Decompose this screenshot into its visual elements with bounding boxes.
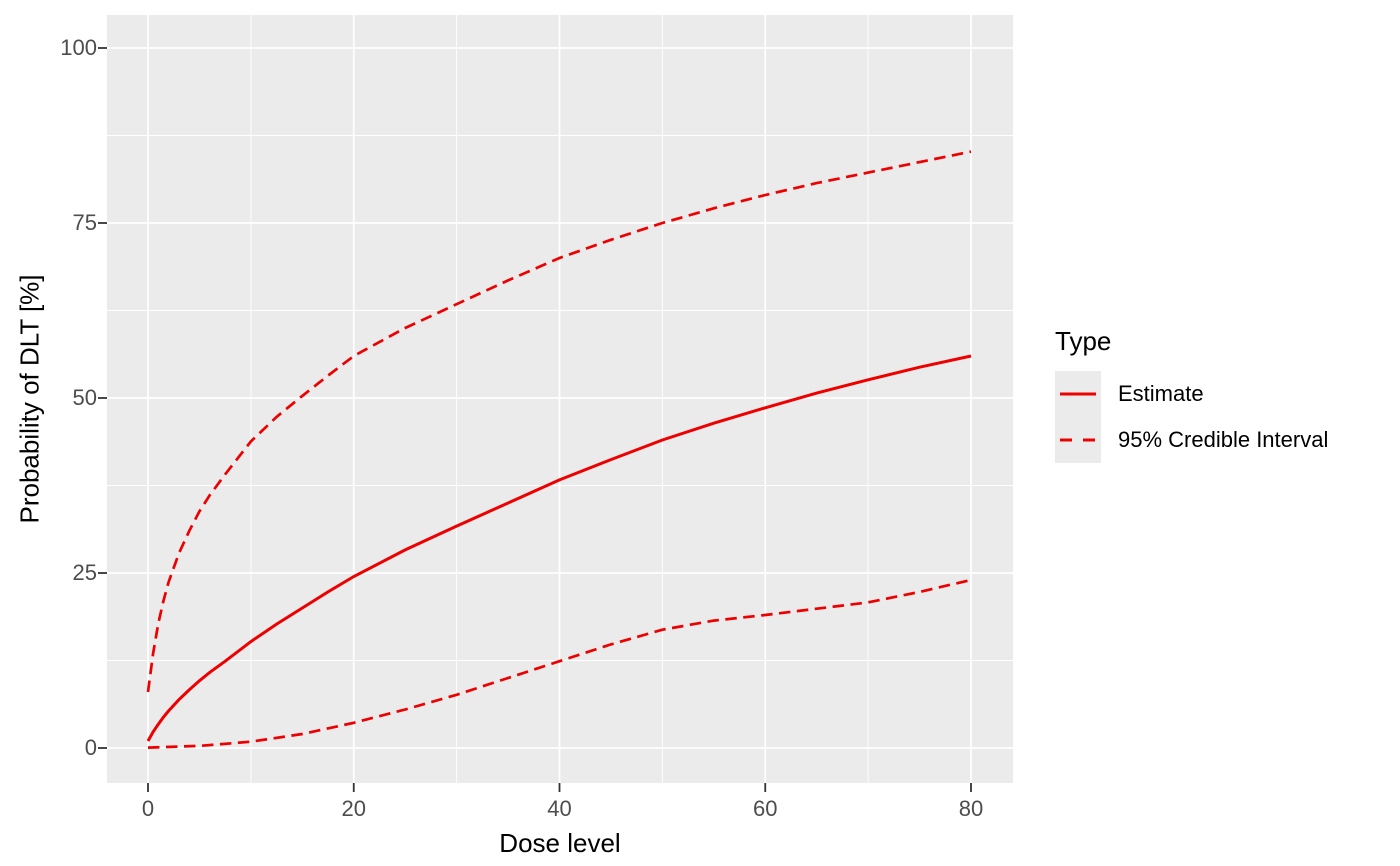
legend-items: Estimate 95% Credible Interval [1055, 371, 1328, 463]
solid-line-key-icon [1055, 371, 1101, 417]
x-tick-label-80: 80 [958, 796, 984, 821]
y-axis-title: Probability of DLT [%] [14, 274, 45, 524]
legend-item-label: 95% Credible Interval [1118, 427, 1329, 452]
legend-item-label: Estimate [1118, 381, 1204, 406]
y-tick-label-50: 50 [72, 385, 97, 410]
legend-item-1: 95% Credible Interval [1055, 417, 1328, 463]
series-line-0 [146, 354, 972, 742]
legend: Type Estimate 95% Credible Interval [1055, 326, 1328, 463]
x-axis-title: Dose level [499, 828, 621, 858]
y-tick-label-0: 0 [84, 735, 97, 760]
y-tick-label-75: 75 [72, 210, 97, 235]
series-line-1 [146, 150, 972, 693]
y-tick-label-100: 100 [60, 35, 97, 60]
legend-title: Type [1055, 326, 1112, 356]
series-line-2 [147, 578, 972, 749]
x-tick-label-20: 20 [341, 796, 366, 821]
x-tick-label-60: 60 [753, 796, 778, 821]
x-tick-label-40: 40 [547, 796, 572, 821]
x-tick-label-0: 0 [141, 796, 155, 821]
dashed-line-key-icon [1055, 417, 1101, 463]
y-tick-label-25: 25 [72, 560, 97, 585]
legend-item-0: Estimate [1055, 371, 1328, 417]
